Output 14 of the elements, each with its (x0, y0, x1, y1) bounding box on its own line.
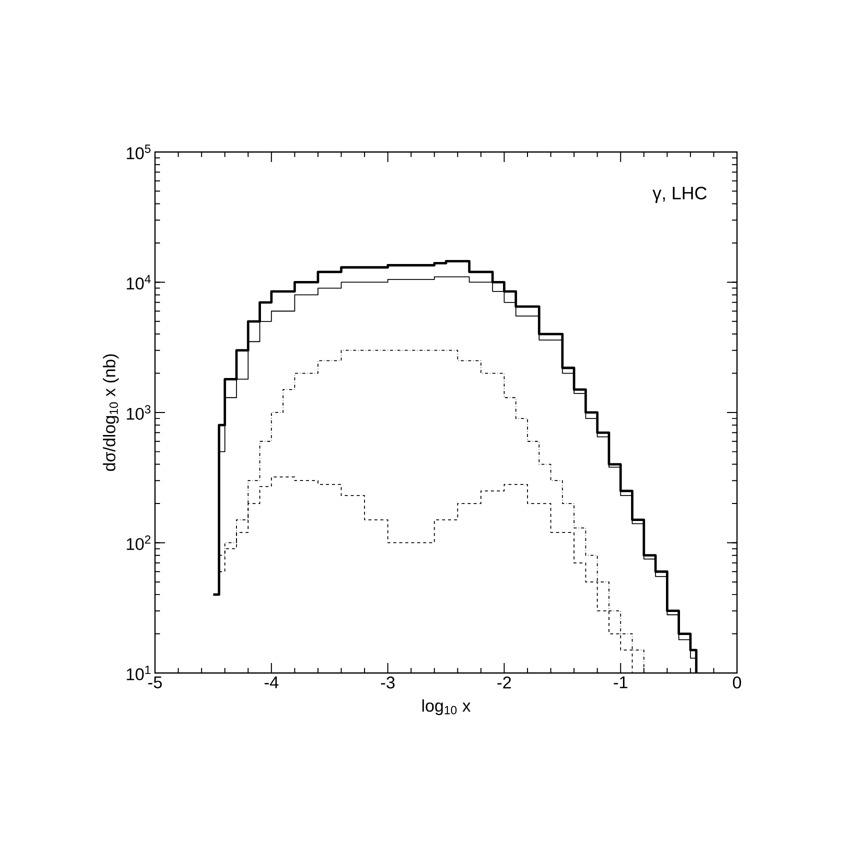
y-tick-label: 10$^{1}$ (126, 666, 150, 680)
y-axis-title: dσ/dlog$_{10}$ x (nb) (102, 354, 119, 471)
x-tick-label: -1 (614, 676, 628, 688)
x-tick-label: -3 (381, 676, 395, 688)
y-tick-label: 10$^{5}$ (126, 144, 150, 160)
x-tick-label: -5 (148, 676, 162, 688)
x-tick-label: -4 (264, 676, 278, 688)
y-tick-label: 10$^{2}$ (126, 535, 150, 550)
y-tick-label: 10$^{3}$ (126, 405, 150, 420)
annotation: γ, LHC (652, 186, 707, 203)
x-axis-title: log$_{10}$ x (422, 699, 471, 716)
x-tick-label: 0 (732, 676, 742, 688)
y-tick-label: 10$^{4}$ (126, 274, 151, 290)
x-tick-label: -2 (497, 676, 511, 688)
